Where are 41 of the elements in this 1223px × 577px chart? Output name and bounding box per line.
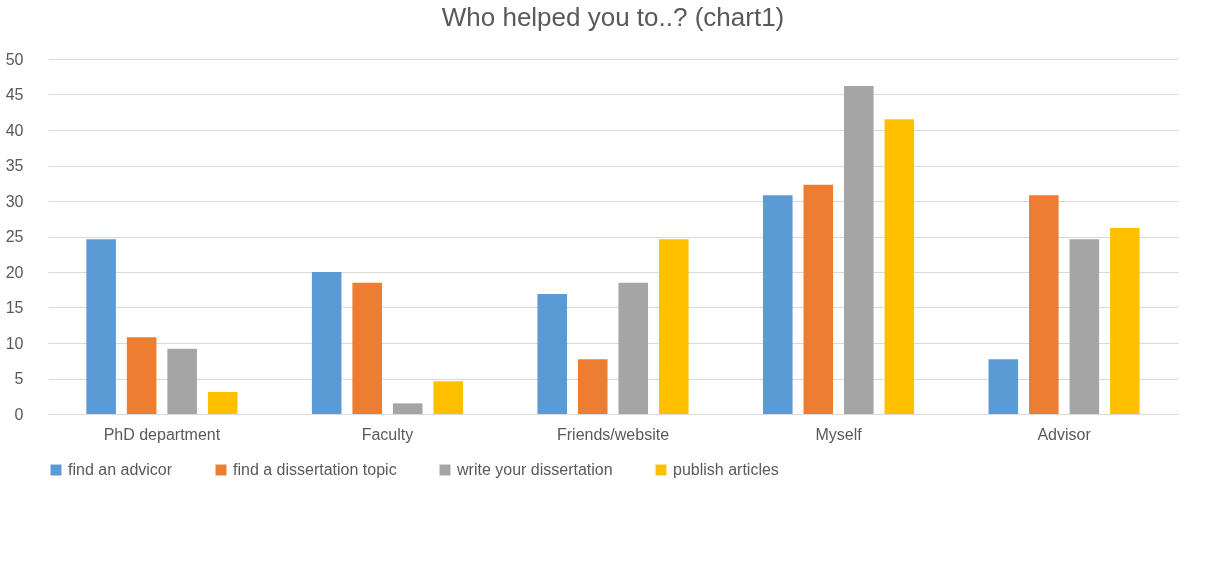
bar <box>884 119 915 414</box>
legend-label: find a dissertation topic <box>233 461 397 478</box>
x-tick-label: Advisor <box>1037 425 1092 443</box>
bar <box>844 85 874 414</box>
x-tick-label: PhD department <box>103 425 221 443</box>
bar <box>618 282 649 414</box>
bar <box>433 381 464 414</box>
y-tick-label: 30 <box>5 192 24 210</box>
bar <box>167 348 197 414</box>
legend-label: write your dissertation <box>456 461 613 478</box>
bar <box>1069 239 1100 414</box>
legend-label: find an advicor <box>68 461 173 478</box>
y-tick-label: 0 <box>14 405 24 423</box>
x-tick-label: Myself <box>815 425 863 443</box>
bar <box>207 391 238 414</box>
bar <box>352 282 382 414</box>
legend-label: publish articles <box>673 461 779 478</box>
bar <box>803 184 834 414</box>
y-tick-label: 45 <box>5 86 24 103</box>
bar <box>577 359 608 414</box>
bar <box>1110 227 1140 414</box>
x-tick-label: Friends/website <box>556 425 670 443</box>
y-tick-label: 5 <box>14 370 24 387</box>
bar <box>1029 195 1059 414</box>
bar <box>658 239 689 414</box>
bar <box>762 195 793 414</box>
y-tick-label: 40 <box>5 121 24 139</box>
bar <box>988 359 1019 414</box>
y-tick-label: 35 <box>5 157 24 174</box>
chart-title: Who helped you to..? (chart1) <box>441 2 785 32</box>
y-tick-label: 50 <box>5 50 24 68</box>
y-tick-label: 20 <box>5 263 24 281</box>
x-tick-label: Faculty <box>361 425 414 443</box>
bar <box>311 272 342 414</box>
y-tick-label: 25 <box>5 228 24 245</box>
y-tick-label: 15 <box>5 299 24 316</box>
y-tick-label: 10 <box>5 334 24 352</box>
bar <box>86 239 116 414</box>
bar <box>392 403 423 414</box>
bar <box>537 294 568 414</box>
bar <box>126 337 157 414</box>
